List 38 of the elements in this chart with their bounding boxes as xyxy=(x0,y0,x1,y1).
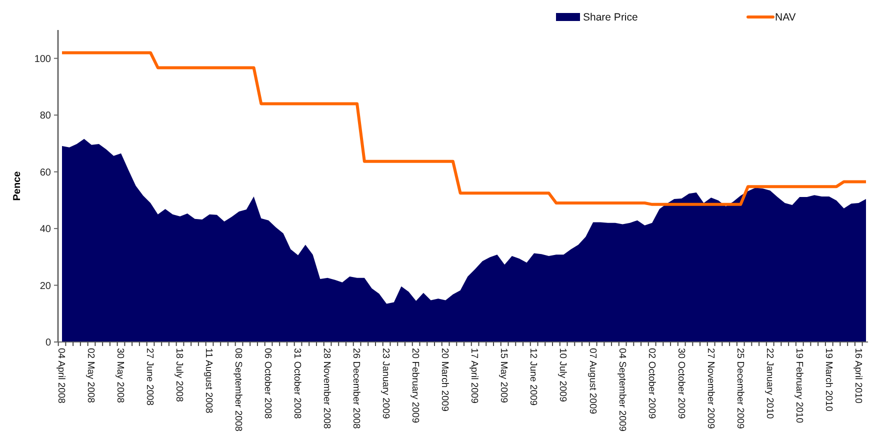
x-tick-label: 17 April 2009 xyxy=(468,348,480,404)
x-tick-label: 18 July 2008 xyxy=(174,348,185,402)
x-tick-label: 08 September 2008 xyxy=(232,348,244,432)
x-tick-label: 28 November 2008 xyxy=(321,348,332,429)
y-tick-label: 20 xyxy=(40,280,52,292)
y-tick-label: 80 xyxy=(40,110,52,122)
x-tick-label: 19 February 2010 xyxy=(793,348,804,423)
x-tick-label: 20 February 2009 xyxy=(410,348,421,423)
x-tick-label: 15 May 2009 xyxy=(498,348,510,403)
x-tick-label: 10 July 2009 xyxy=(557,348,568,402)
x-tick-label: 22 January 2010 xyxy=(764,348,775,419)
y-axis-title: Pence xyxy=(12,170,23,201)
x-tick-label: 23 January 2009 xyxy=(380,348,392,419)
x-tick-label: 20 March 2009 xyxy=(439,348,450,412)
x-tick-label: 30 May 2008 xyxy=(114,348,126,403)
x-tick-label: 12 June 2009 xyxy=(528,348,539,406)
y-tick-label: 60 xyxy=(40,167,52,178)
x-tick-label: 26 December 2008 xyxy=(350,348,362,429)
x-tick-label: 11 August 2008 xyxy=(203,348,214,414)
x-tick-label: 06 October 2008 xyxy=(262,348,274,419)
y-tick-label: 100 xyxy=(34,54,52,65)
x-tick-label: 02 May 2008 xyxy=(85,348,96,403)
x-tick-label: 04 April 2008 xyxy=(56,348,67,404)
legend-label: Share Price xyxy=(583,12,638,24)
x-tick-label: 30 October 2009 xyxy=(675,348,686,419)
line-series xyxy=(60,51,868,206)
x-tick-label: 16 April 2010 xyxy=(852,348,864,404)
y-tick-label: 0 xyxy=(45,338,52,348)
x-tick-label: 02 October 2009 xyxy=(646,348,657,419)
x-tick-label: 04 September 2009 xyxy=(616,348,628,432)
x-tick-label: 19 March 2010 xyxy=(822,348,834,412)
y-tick-label: 40 xyxy=(40,224,52,236)
legend-label: NAV xyxy=(775,12,796,24)
x-tick-label: 31 October 2008 xyxy=(292,348,303,419)
x-tick-label: 07 August 2009 xyxy=(586,348,598,414)
x-tick-label: 27 June 2008 xyxy=(144,348,156,406)
x-tick-label: 25 December 2009 xyxy=(734,348,746,429)
x-tick-label: 27 November 2009 xyxy=(704,348,716,429)
